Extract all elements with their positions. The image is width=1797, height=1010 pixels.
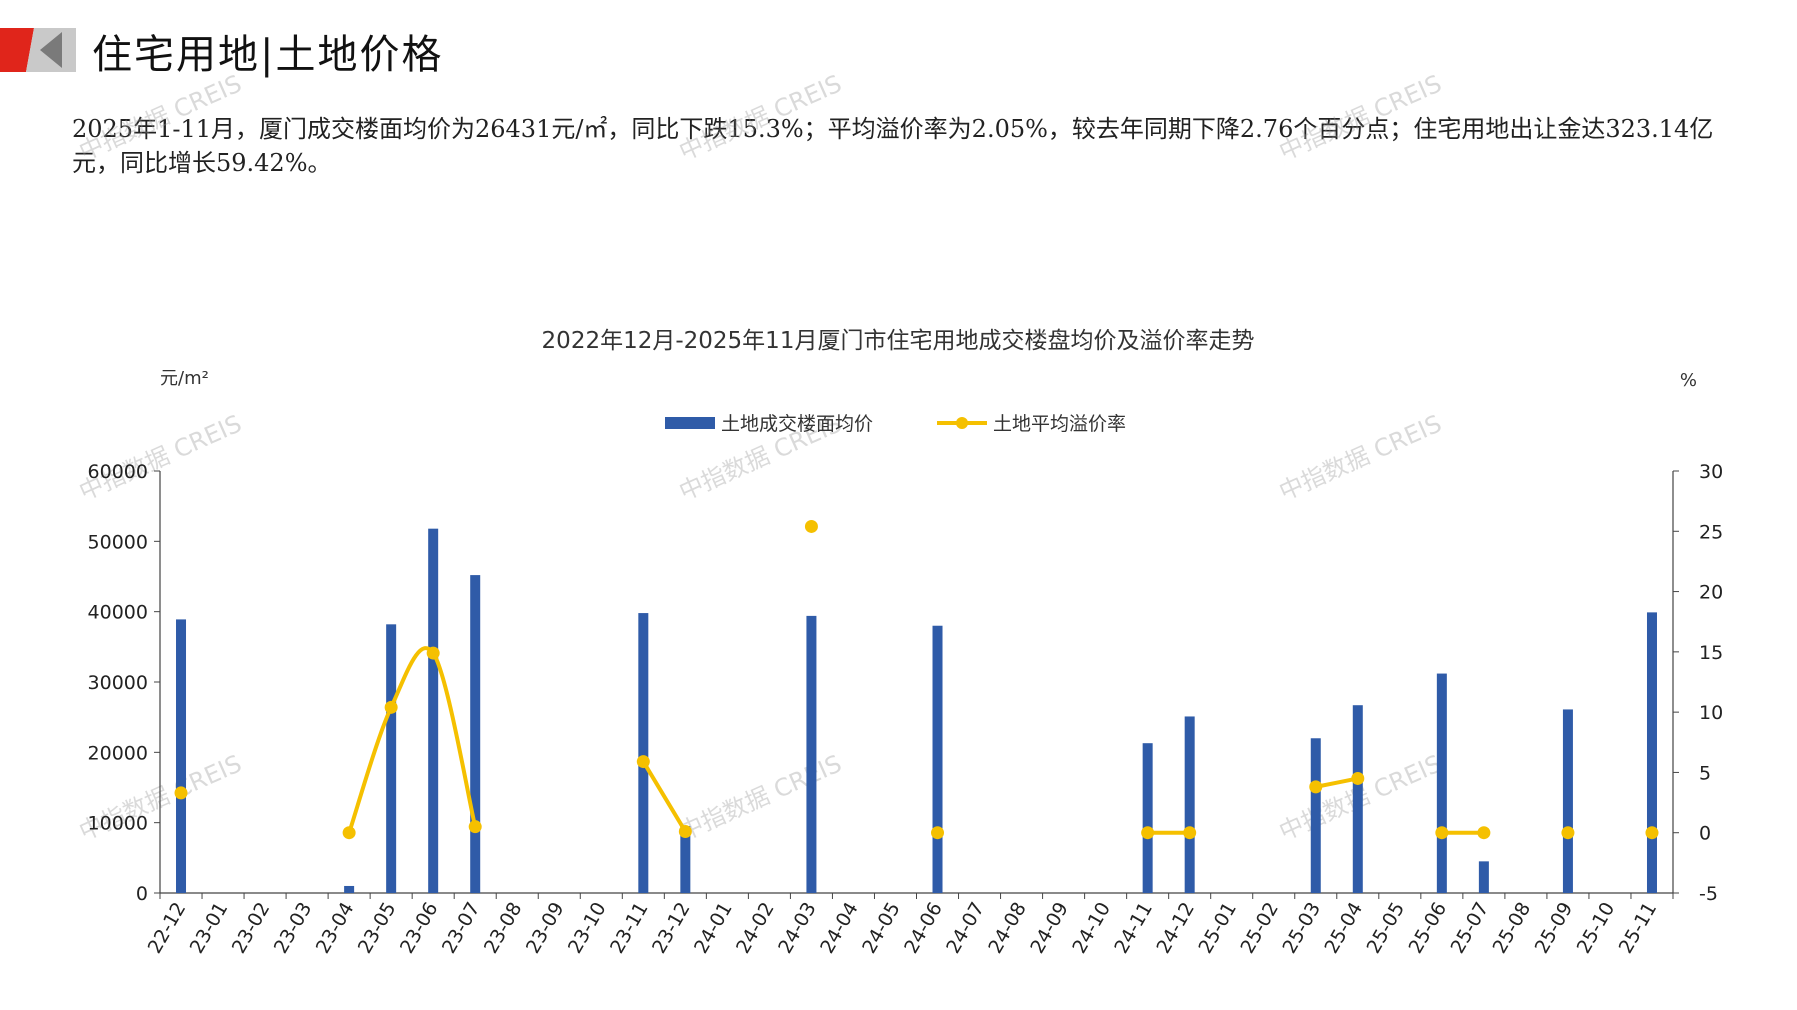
price-bar: [1142, 743, 1153, 893]
x-tick-label: 24-11: [1110, 899, 1157, 958]
x-tick-label: 23-02: [228, 899, 275, 958]
premium-point: [1183, 826, 1197, 840]
price-bar: [806, 615, 817, 893]
left-y-tick-label: 10000: [88, 813, 148, 835]
left-axis-unit: 元/m²: [160, 368, 209, 389]
x-tick-label: 25-07: [1447, 899, 1494, 958]
x-tick-label: 23-05: [354, 899, 401, 958]
right-y-tick-label: 15: [1699, 642, 1723, 664]
x-tick-label: 24-08: [984, 899, 1031, 958]
summary-text: 2025年1-11月，厦门成交楼面均价为26431元/㎡，同比下跌15.3%；平…: [72, 115, 1714, 177]
premium-point: [468, 820, 482, 834]
x-tick-label: 25-02: [1236, 899, 1283, 958]
price-bar: [1478, 861, 1489, 893]
premium-line: [347, 646, 478, 835]
x-tick-label: 23-06: [396, 899, 443, 958]
right-y-tick-label: 25: [1699, 521, 1723, 543]
legend-line-marker: [956, 417, 968, 429]
x-tick-label: 24-05: [858, 899, 905, 958]
x-tick-label: 23-04: [312, 899, 359, 958]
x-tick-label: 25-04: [1320, 899, 1367, 958]
x-tick-label: 23-07: [438, 899, 485, 958]
premium-point: [678, 825, 692, 839]
left-y-tick-label: 60000: [88, 461, 148, 483]
x-tick-label: 24-02: [732, 899, 779, 958]
premium-point: [1435, 826, 1449, 840]
left-y-tick-label: 40000: [88, 602, 148, 624]
premium-point: [384, 700, 398, 714]
price-bar: [176, 619, 187, 893]
x-tick-label: 24-07: [942, 899, 989, 958]
x-tick-label: 25-06: [1405, 899, 1452, 958]
premium-point: [1477, 826, 1491, 840]
premium-point: [174, 786, 188, 800]
legend-bar-swatch: [665, 417, 715, 429]
x-tick-label: 24-03: [774, 899, 821, 958]
x-tick-label: 22-12: [144, 899, 191, 958]
premium-point: [1645, 826, 1659, 840]
brand-logo-mark: [0, 28, 76, 72]
premium-point: [1141, 826, 1155, 840]
x-tick-label: 25-09: [1531, 899, 1578, 958]
x-tick-label: 25-10: [1573, 899, 1620, 958]
x-tick-label: 25-05: [1362, 899, 1409, 958]
right-y-tick-label: 30: [1699, 461, 1723, 483]
x-tick-label: 23-09: [522, 899, 569, 958]
price-bar: [1436, 673, 1447, 893]
price-bar: [1646, 612, 1657, 893]
premium-point: [1561, 826, 1575, 840]
right-y-tick-label: -5: [1699, 883, 1718, 905]
premium-point: [1351, 771, 1365, 785]
price-bar: [386, 624, 397, 893]
right-y-tick-label: 10: [1699, 702, 1723, 724]
price-bar: [428, 528, 439, 893]
price-bar: [638, 613, 649, 893]
left-y-tick-label: 30000: [88, 672, 148, 694]
x-tick-label: 24-04: [816, 899, 863, 958]
left-y-tick-label: 0: [136, 883, 148, 905]
premium-point: [636, 755, 650, 769]
x-tick-label: 24-01: [690, 899, 737, 958]
x-tick-label: 23-11: [606, 899, 653, 958]
premium-line: [641, 759, 688, 834]
x-tick-label: 24-12: [1152, 899, 1199, 958]
page-title: 住宅用地|土地价格: [92, 32, 444, 78]
x-tick-label: 24-09: [1026, 899, 1073, 958]
x-tick-label: 25-03: [1278, 899, 1325, 958]
x-tick-label: 23-10: [564, 899, 611, 958]
price-bar: [1310, 738, 1321, 893]
left-y-tick-label: 50000: [88, 531, 148, 553]
price-bar: [344, 885, 355, 893]
right-y-tick-label: 20: [1699, 582, 1723, 604]
price-bar: [680, 826, 691, 893]
price-bar: [470, 575, 481, 893]
premium-point: [931, 826, 945, 840]
price-bar: [1562, 709, 1573, 893]
x-tick-label: 23-12: [648, 899, 695, 958]
x-tick-label: 23-08: [480, 899, 527, 958]
premium-point: [426, 646, 440, 660]
legend-bar-label: 土地成交楼面均价: [721, 413, 873, 435]
premium-point: [342, 826, 356, 840]
right-y-tick-label: 5: [1699, 762, 1711, 784]
right-axis-unit: %: [1680, 370, 1697, 391]
chart-title: 2022年12月-2025年11月厦门市住宅用地成交楼盘均价及溢价率走势: [542, 328, 1255, 354]
price-bar: [1352, 705, 1363, 893]
legend-line-label: 土地平均溢价率: [993, 413, 1126, 435]
x-tick-label: 25-11: [1615, 899, 1662, 958]
x-tick-label: 24-06: [900, 899, 947, 958]
right-y-tick-label: 0: [1699, 823, 1711, 845]
premium-point: [804, 519, 818, 533]
premium-point: [1309, 780, 1323, 794]
x-tick-label: 24-10: [1068, 899, 1115, 958]
x-tick-label: 25-01: [1194, 899, 1241, 958]
x-tick-label: 23-03: [270, 899, 317, 958]
price-bar: [932, 625, 943, 893]
price-bar: [1184, 716, 1195, 893]
x-tick-label: 23-01: [186, 899, 233, 958]
left-y-tick-label: 20000: [88, 742, 148, 764]
x-tick-label: 25-08: [1489, 899, 1536, 958]
